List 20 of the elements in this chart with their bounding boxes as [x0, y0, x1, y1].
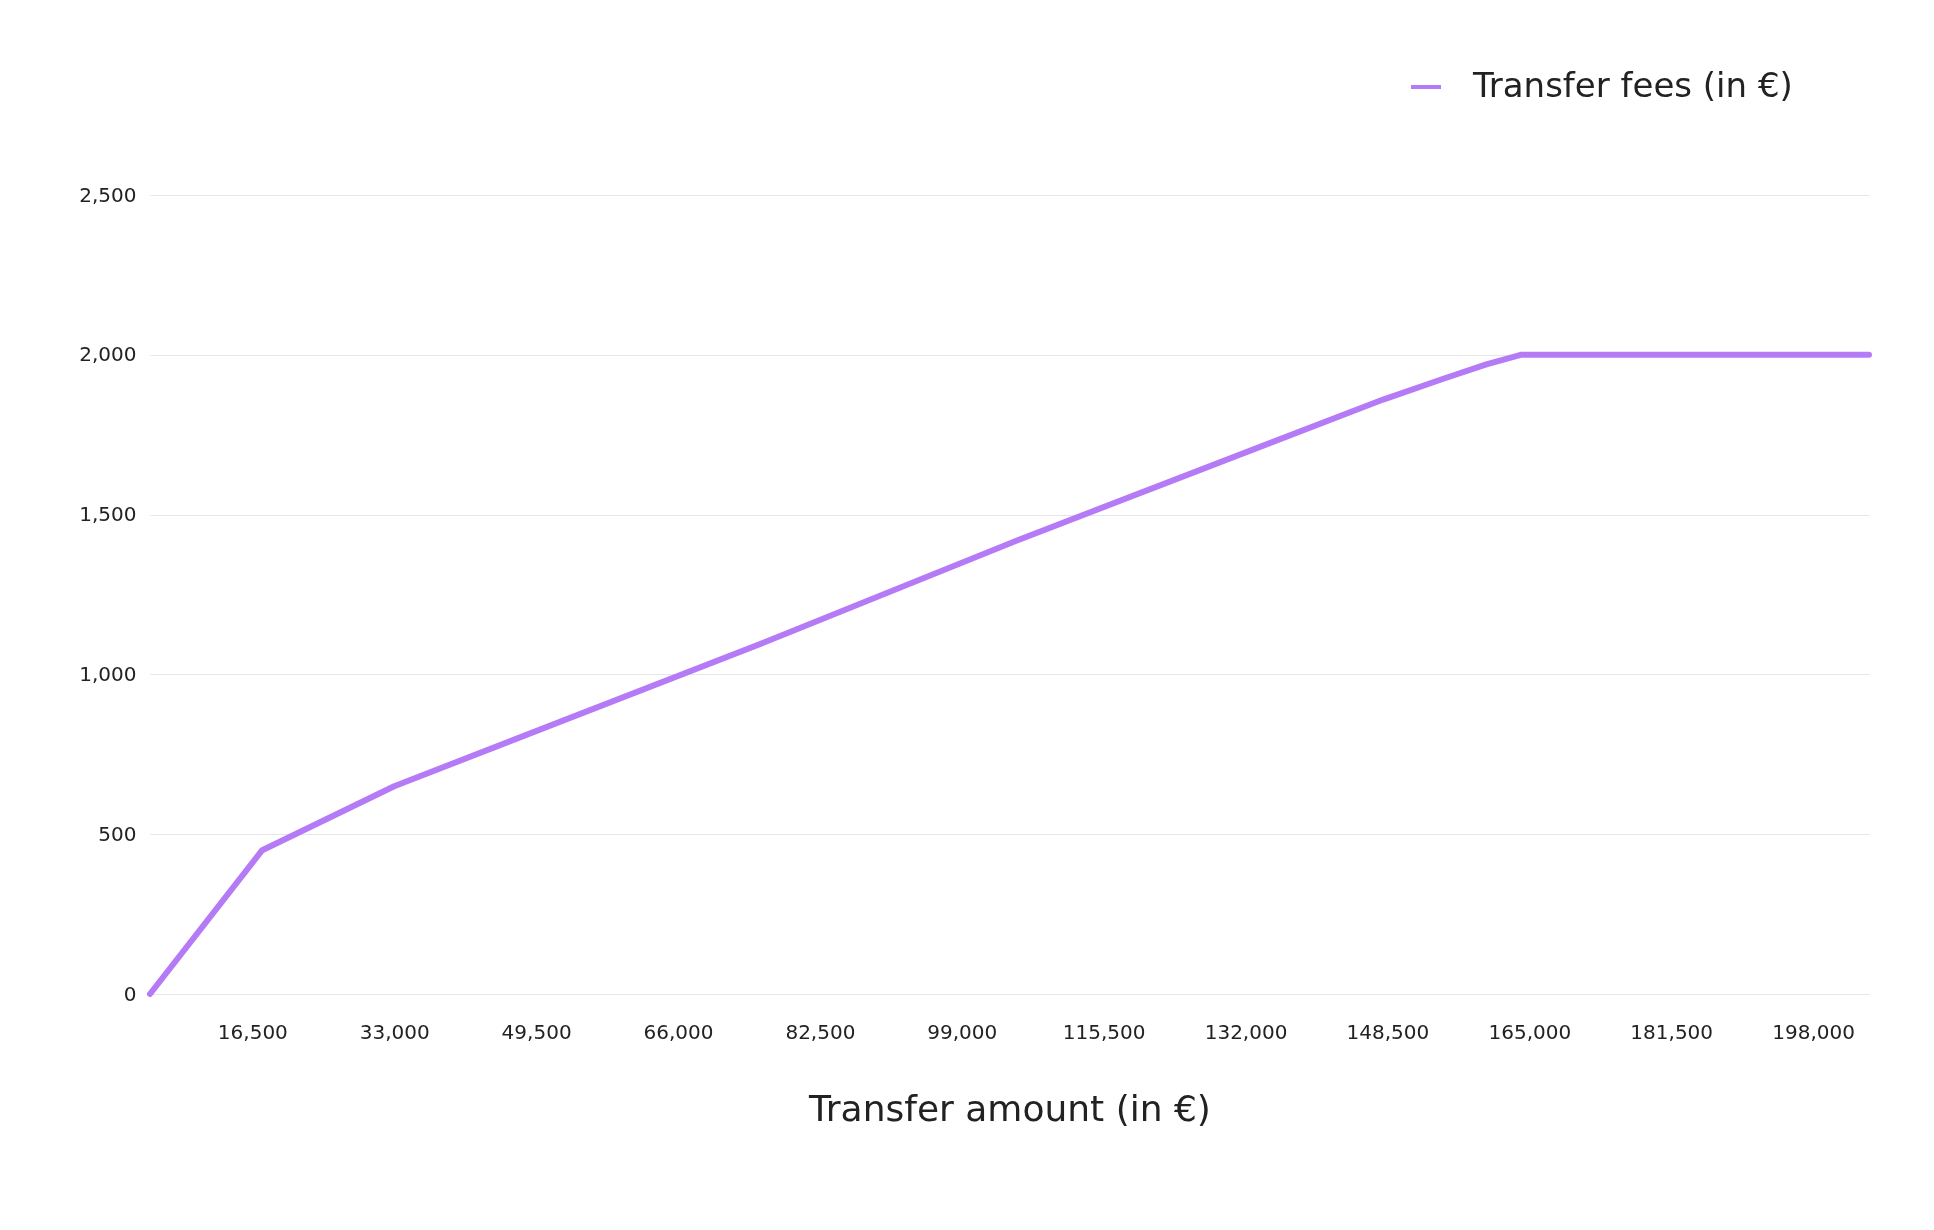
y-tick-label: 1,500: [79, 502, 137, 527]
y-tick-label: 2,500: [79, 182, 137, 207]
x-tick-label: 198,000: [1772, 1019, 1855, 1044]
x-tick-label: 16,500: [217, 1019, 288, 1044]
x-tick-label: 66,000: [643, 1019, 714, 1044]
y-tick-label: 0: [123, 981, 137, 1006]
x-tick-label: 99,000: [927, 1019, 998, 1044]
y-tick-label: 2,000: [79, 342, 137, 367]
x-tick-label: 33,000: [359, 1019, 430, 1044]
y-tick-label: 500: [98, 821, 137, 846]
legend-label: Transfer fees (in €): [1472, 65, 1793, 105]
x-tick-label: 115,500: [1062, 1019, 1146, 1044]
x-tick-label: 82,500: [785, 1019, 856, 1044]
x-tick-label: 165,000: [1488, 1019, 1572, 1044]
x-tick-label: 49,500: [501, 1019, 572, 1044]
x-tick-label: 148,500: [1346, 1019, 1430, 1044]
x-tick-label: 132,000: [1204, 1019, 1288, 1044]
y-tick-label: 1,000: [79, 661, 137, 686]
x-axis-title: Transfer amount (in €): [808, 1087, 1211, 1129]
x-tick-label: 181,500: [1630, 1019, 1714, 1044]
